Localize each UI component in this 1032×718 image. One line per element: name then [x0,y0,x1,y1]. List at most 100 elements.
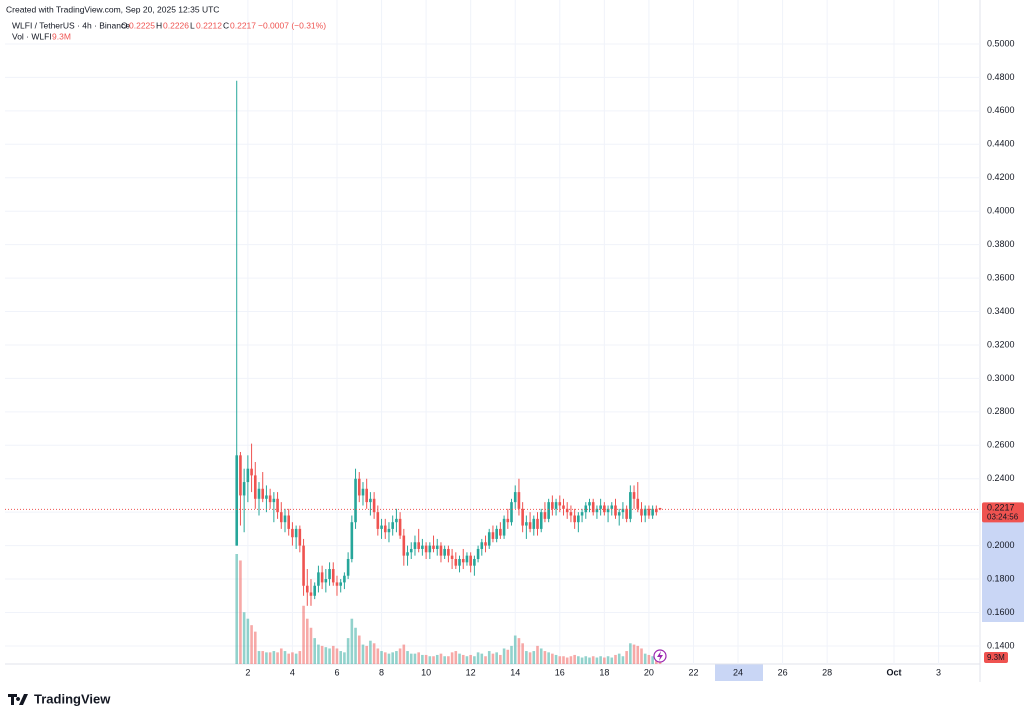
candle-body [328,569,331,580]
y-tick-label: 0.2000 [987,540,1015,550]
candle-body [617,512,621,516]
volume-bar [261,651,265,664]
volume-bar [447,656,450,664]
volume-bar [502,648,506,664]
candle-body [599,505,602,509]
volume-bar [577,656,580,664]
volume-bar [365,645,368,664]
volume-bar [354,627,357,664]
volume-value: 9.3M [52,31,71,41]
candle-body [417,542,420,549]
candle-body [480,542,484,549]
x-tick-label: 2 [245,667,250,677]
candle-body [450,555,454,559]
volume-bar [476,652,480,664]
candle-body [253,475,257,499]
last-price-label: 0.2217 [987,503,1015,513]
y-tick-label: 0.4800 [987,72,1015,82]
high-letter: H [156,20,162,30]
candle-body [610,505,614,509]
candle-body [369,498,372,503]
candle-body [413,542,417,549]
low-value: 0.2212 [196,20,222,30]
volume-bar [435,654,439,664]
candle-body [513,492,517,503]
volume-bar [536,645,539,664]
candle-body [499,528,502,536]
candle-body [265,495,268,499]
candle-body [409,548,413,553]
candle-body [476,548,480,559]
volume-bar [309,627,313,664]
low-letter: L [190,20,195,30]
y-tick-label: 0.2400 [987,473,1015,483]
candle-body [521,508,524,526]
volume-bar [469,654,472,664]
volume-bar [294,653,298,664]
candle-body [317,572,320,586]
brand-logo [8,694,28,705]
volume-bar [543,651,547,664]
close-value: 0.2217 [230,20,256,30]
candle-body [421,545,424,549]
candle-body [487,532,491,546]
volume-bar [621,656,625,664]
candle-body [517,492,521,509]
volume-bar [283,651,287,664]
candle-body [562,505,565,509]
candle-body [350,522,354,559]
candle-body [387,528,391,533]
x-tick-label: 6 [334,667,339,677]
brand-name: TradingView [34,691,111,706]
y-tick-label: 0.1600 [987,607,1015,617]
volume-bar [235,554,239,664]
volume-bar [606,656,610,664]
open-letter: O [121,20,128,30]
plot [5,0,980,664]
volume-bar [599,656,602,664]
volume-bar [647,654,651,664]
candle-body [324,579,328,583]
candle-body [428,545,432,553]
y-tick-label: 0.2600 [987,440,1015,450]
candle-body [380,525,383,529]
candle-body [361,488,365,496]
volume-bar [298,651,302,664]
legend: WLFI / TetherUS · 4h · Binance O 0.2225 … [12,20,326,41]
volume-bar [357,635,361,664]
volume-bar [513,635,517,664]
y-tick-label: 0.4400 [987,139,1015,149]
candle-body [461,558,465,563]
candle-body [536,518,539,529]
candle-body [276,498,279,513]
candle-body [510,502,513,523]
volume-bar [558,656,562,664]
candle-body [532,518,536,529]
volume-bar [614,654,617,664]
candle-body [651,508,654,516]
x-tick-label: 3 [936,667,941,677]
volume-bar [413,653,417,664]
y-tick-label: 0.3000 [987,373,1015,383]
volume-bar [246,618,250,664]
volume-bar [629,643,632,664]
volume-bar [272,651,276,664]
candle-body [595,508,599,513]
volume-bar [499,654,502,664]
volume-bar [257,651,261,664]
volume-bar [461,654,465,664]
candle-body [250,468,253,476]
volume-title: Vol · WLFI [12,31,52,41]
volume-bar [495,652,498,664]
y-tick-label: 0.3200 [987,339,1015,349]
x-tick-label: 20 [644,667,654,677]
volume-bar [454,651,458,664]
candle-body [632,492,636,499]
candle-body [447,548,450,556]
x-tick-label: 14 [510,667,520,677]
candle-body [261,488,265,499]
price-range-highlight [982,520,1024,622]
y-tick-label: 0.3600 [987,272,1015,282]
